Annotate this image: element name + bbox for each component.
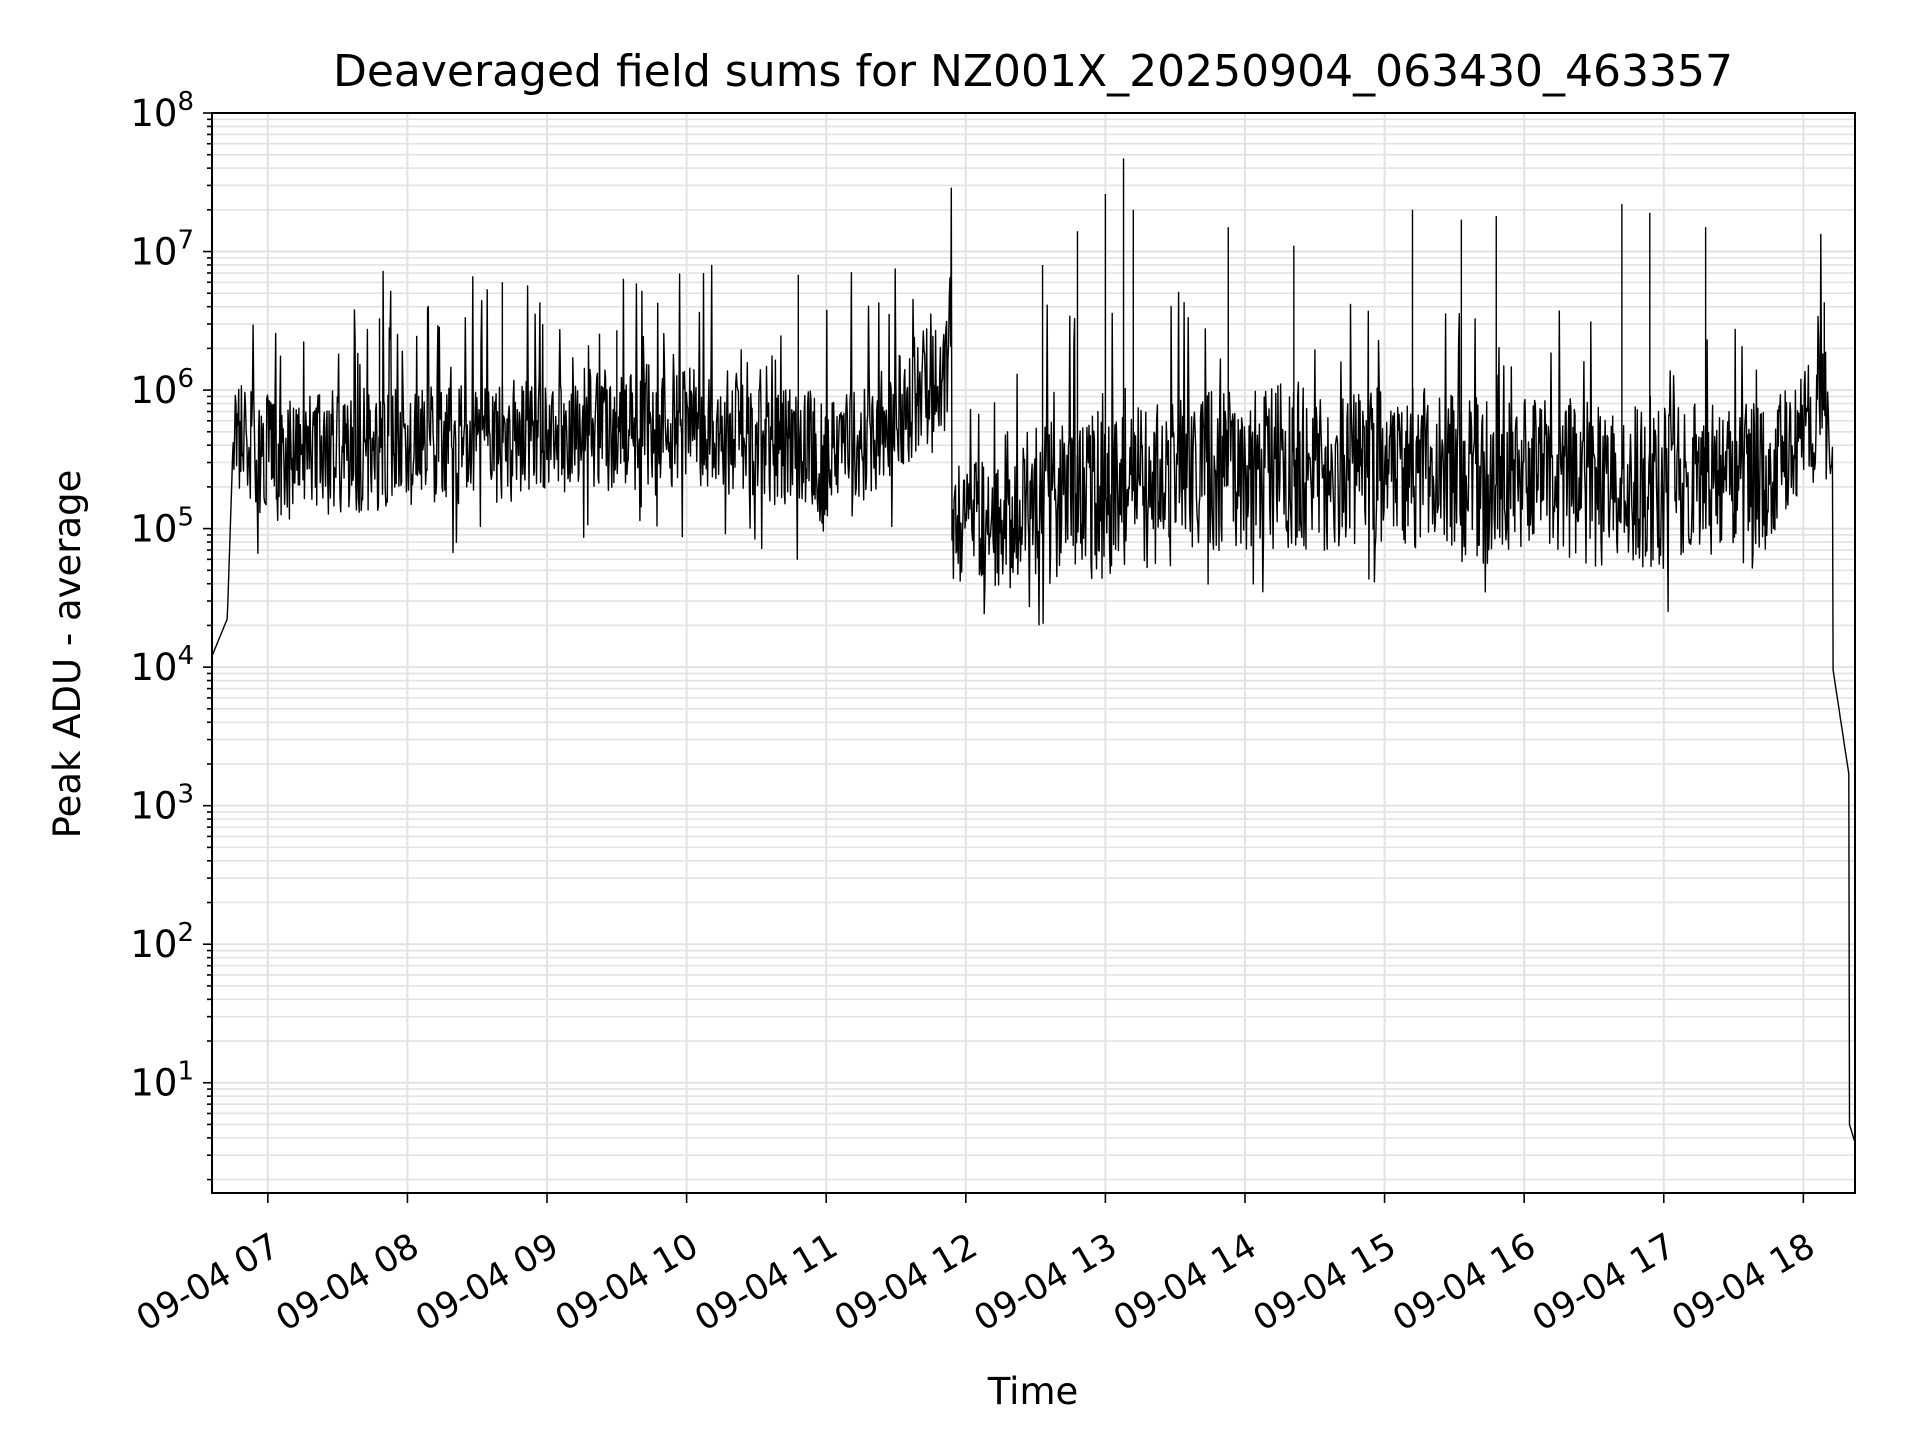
y-tick-label: 105 [130, 503, 194, 551]
y-tick-label: 102 [130, 918, 194, 966]
data-layer [211, 158, 1856, 1143]
y-axis: 101 102 103 104 105 106 107 108 [130, 87, 212, 1181]
y-tick-label: 103 [130, 780, 194, 828]
y-tick-label: 104 [130, 641, 194, 689]
plot-frame [211, 112, 1856, 1194]
series-line [211, 187, 1856, 1143]
y-tick-label: 107 [130, 226, 194, 274]
y-tick-label: 106 [130, 364, 194, 412]
grid [212, 112, 1855, 1193]
y-tick-label: 101 [130, 1057, 194, 1105]
y-tick-label: 108 [130, 87, 194, 135]
x-axis-label: Time [987, 1370, 1079, 1413]
y-axis-label: Peak ADU - average [46, 470, 89, 839]
chart-title: Deaveraged field sums for NZ001X_2025090… [333, 46, 1733, 97]
